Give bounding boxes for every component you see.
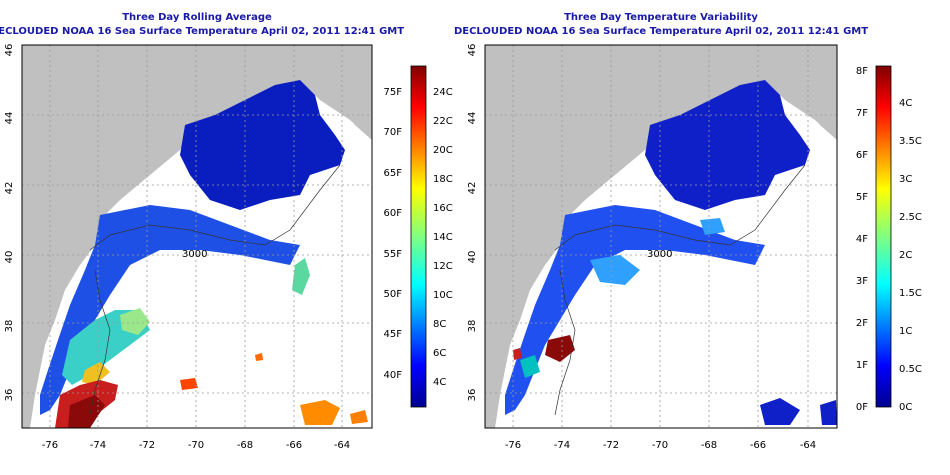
svg-text:38: 38 [467,320,478,333]
right-title: Three Day Temperature Variability [564,12,758,23]
svg-text:7F: 7F [856,108,868,119]
svg-text:12C: 12C [433,261,453,272]
svg-text:6F: 6F [856,150,868,161]
svg-text:-64: -64 [334,440,350,451]
svg-text:40F: 40F [384,370,403,381]
svg-text:14C: 14C [433,232,453,243]
svg-text:-72: -72 [139,440,155,451]
left-contour-label: 3000 [182,249,207,260]
svg-text:-74: -74 [554,440,570,451]
svg-text:4F: 4F [856,234,868,245]
svg-text:-76: -76 [505,440,521,451]
svg-text:44: 44 [467,112,478,125]
svg-text:42: 42 [4,182,15,195]
svg-text:-72: -72 [603,440,619,451]
land-mass [22,45,372,428]
svg-text:36: 36 [467,389,478,402]
left-graticule [22,45,372,428]
svg-text:2C: 2C [899,250,912,261]
svg-text:4C: 4C [433,377,446,388]
svg-text:-68: -68 [237,440,253,451]
left-colorbar [410,65,427,408]
svg-text:4C: 4C [899,98,912,109]
svg-text:2.5C: 2.5C [899,212,922,223]
svg-text:0.5C: 0.5C [899,364,922,375]
svg-text:1C: 1C [899,326,912,337]
svg-text:8C: 8C [433,319,446,330]
right-lon-labels: -76 -74 -72 -70 -68 -66 -64 [505,440,816,451]
svg-text:3C: 3C [899,174,912,185]
right-graticule [485,45,837,428]
left-lat-labels: 46 44 42 40 38 36 [4,44,15,402]
svg-text:-76: -76 [42,440,58,451]
left-colorbar-c-labels: 24C 22C 20C 18C 16C 14C 12C 10C 8C 6C 4C [433,87,453,388]
svg-text:16C: 16C [433,203,453,214]
svg-text:60F: 60F [384,208,403,219]
right-colorbar [875,65,892,408]
right-subtitle: DECLOUDED NOAA 16 Sea Surface Temperatur… [454,26,868,37]
right-colorbar-f-labels: 8F 7F 6F 5F 4F 3F 2F 1F 0F [856,66,868,413]
svg-text:55F: 55F [384,249,403,260]
svg-text:65F: 65F [384,168,403,179]
svg-text:50F: 50F [384,289,403,300]
svg-text:40: 40 [4,251,15,264]
svg-text:40: 40 [467,251,478,264]
svg-text:-70: -70 [652,440,668,451]
svg-text:42: 42 [467,182,478,195]
svg-text:-70: -70 [188,440,204,451]
svg-text:45F: 45F [384,329,403,340]
gulf-of-maine-sst [180,80,345,210]
svg-text:20C: 20C [433,145,453,156]
svg-text:22C: 22C [433,116,453,127]
svg-text:3F: 3F [856,276,868,287]
left-map: 3000 [22,45,372,428]
svg-text:1.5C: 1.5C [899,288,922,299]
svg-text:44: 44 [4,112,15,125]
svg-text:75F: 75F [384,87,403,98]
svg-text:46: 46 [4,44,15,57]
svg-text:5F: 5F [856,192,868,203]
svg-text:3.5C: 3.5C [899,136,922,147]
svg-text:10C: 10C [433,290,453,301]
left-colorbar-f-labels: 75F 70F 65F 60F 55F 50F 45F 40F [384,87,403,381]
right-map: 3000 [485,45,837,428]
svg-text:18C: 18C [433,174,453,185]
left-lon-labels: -76 -74 -72 -70 -68 -66 -64 [42,440,350,451]
right-panel: Three Day Temperature Variability DECLOU… [454,12,922,451]
svg-text:2F: 2F [856,318,868,329]
svg-text:-66: -66 [286,440,302,451]
svg-text:8F: 8F [856,66,868,77]
right-contour-label: 3000 [647,249,672,260]
left-panel: Three Day Rolling Average DECLOUDED NOAA… [0,12,453,451]
svg-text:1F: 1F [856,360,868,371]
svg-text:6C: 6C [433,348,446,359]
svg-text:38: 38 [4,320,15,333]
left-subtitle: DECLOUDED NOAA 16 Sea Surface Temperatur… [0,26,404,37]
svg-text:-66: -66 [750,440,766,451]
svg-text:46: 46 [467,44,478,57]
svg-text:24C: 24C [433,87,453,98]
svg-text:-74: -74 [90,440,106,451]
svg-text:-68: -68 [701,440,717,451]
svg-text:-64: -64 [800,440,816,451]
svg-text:70F: 70F [384,127,403,138]
right-lat-labels: 46 44 42 40 38 36 [467,44,478,402]
svg-text:36: 36 [4,389,15,402]
svg-text:0F: 0F [856,402,868,413]
right-colorbar-c-labels: 4C 3.5C 3C 2.5C 2C 1.5C 1C 0.5C 0C [899,98,922,413]
left-title: Three Day Rolling Average [122,12,272,23]
svg-text:0C: 0C [899,402,912,413]
